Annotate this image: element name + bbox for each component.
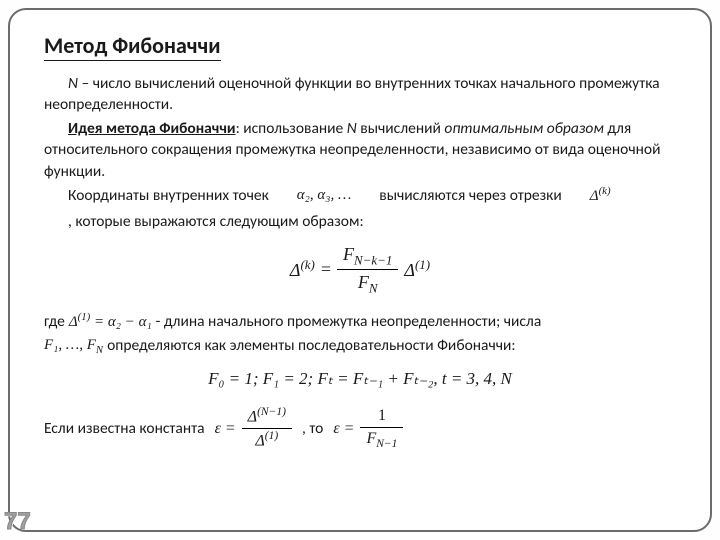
var-n: N [347,119,357,138]
eps-ratio: ε = Δ(N−1) Δ(1) [215,405,292,453]
slide-frame: Метод Фибоначчи N – число вычислений оце… [8,8,712,532]
paragraph-1: N – число вычислений оценочной функции в… [44,73,676,116]
text: , то [302,418,323,439]
fraction: Δ(N−1) Δ(1) [242,405,292,453]
emphasis: оптимальным образом [444,119,603,138]
fraction: 1 FN−1 [360,405,403,453]
rhs: Δ(1) [404,256,430,283]
page-title: Метод Фибоначчи [44,32,676,59]
text: , которые выражаются следующим образом: [44,211,364,232]
eps-fn: ε = 1 FN−1 [333,405,403,453]
alpha-sequence: α₂, α₃, … [273,185,352,206]
paragraph-5: Если известна константа ε = Δ(N−1) Δ(1) … [44,405,676,453]
lhs: ε = [215,418,236,440]
text: – число вычислений оценочной функции во … [44,74,660,114]
formula-main: Δ(k) = FN−k−1 FN Δ(1) [44,242,676,298]
paragraph-4b: F₁, …, FN определяются как элементы посл… [44,335,676,358]
equals: = [321,257,331,282]
content-body: N – число вычислений оценочной функции в… [44,73,676,453]
delta-k: Δ(k) [566,184,611,207]
text: - длина начального промежутка неопределе… [156,311,542,332]
paragraph-3: Координаты внутренних точек α₂, α₃, … вы… [44,184,676,232]
fib-recurrence: F₀ = 1; F₁ = 2; Fₜ = Fₜ₋₁ + Fₜ₋₂, t = 3,… [208,369,512,388]
text: где [44,311,65,332]
paragraph-2: Идея метода Фибоначчи: использование N в… [44,118,676,182]
var-n: N [68,74,78,93]
formula-fibonacci: F₀ = 1; F₁ = 2; Fₜ = Fₜ₋₁ + Fₜ₋₂, t = 3,… [44,367,676,390]
lhs: Δ(k) [290,256,315,283]
page-number: 77 [4,508,31,536]
idea-label: Идея метода Фибоначчи [68,119,236,138]
text: : использование [236,119,347,138]
text: Если известна константа [44,418,205,439]
f-sequence: F₁, …, FN [44,335,103,358]
text: вычисляются через отрезки [355,185,561,206]
text: определяются как элементы последовательн… [107,335,515,356]
fraction: FN−k−1 FN [337,242,398,298]
delta-1-def: Δ(1) = α₂ − α₁ [69,310,152,333]
text: вычислений [357,119,445,138]
paragraph-4: где Δ(1) = α₂ − α₁ - длина начального пр… [44,310,676,333]
lhs: ε = [333,418,354,440]
text: Координаты внутренних точек [44,185,269,206]
